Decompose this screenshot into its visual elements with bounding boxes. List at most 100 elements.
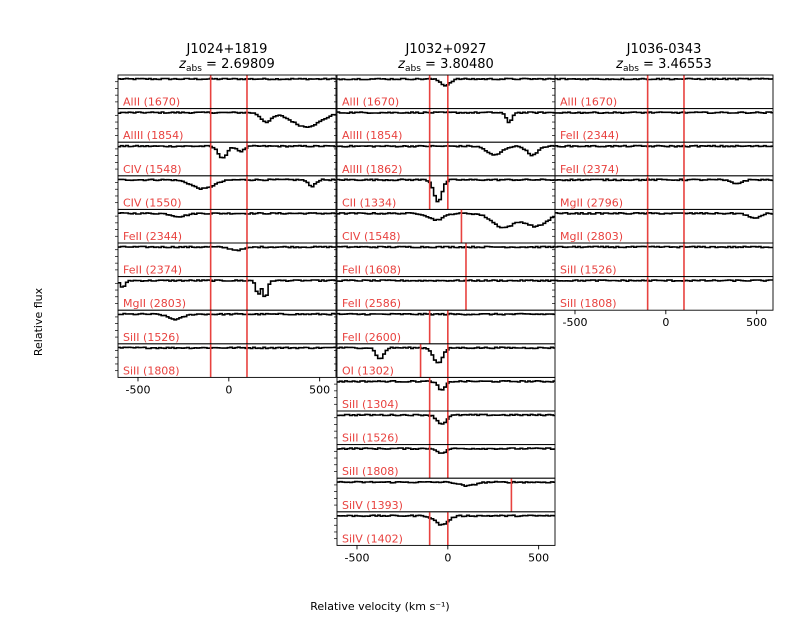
ion-label: SiII (1808) bbox=[123, 364, 180, 377]
spectrum-panel: AlII (1670) bbox=[115, 74, 337, 110]
chart-title: J1036-0343 bbox=[626, 42, 702, 57]
x-tick-label: -500 bbox=[344, 551, 369, 564]
x-tick-label: 500 bbox=[309, 383, 330, 396]
spectrum-line bbox=[337, 245, 555, 249]
spectrum-line bbox=[337, 77, 555, 87]
spectrum-line bbox=[118, 312, 336, 321]
ion-label: SiII (1526) bbox=[342, 432, 399, 445]
spectrum-panel: AlII (1670) bbox=[334, 74, 556, 110]
spectrum-panel: SiII (1808) bbox=[115, 343, 337, 378]
ion-label: AlIII (1862) bbox=[342, 163, 402, 176]
x-tick-label: -500 bbox=[562, 316, 587, 329]
spectrum-panel: CIV (1548) bbox=[334, 208, 556, 244]
spectrum-line bbox=[555, 144, 773, 148]
chart-title: J1032+0927 bbox=[405, 42, 487, 57]
spectrum-line bbox=[118, 144, 336, 159]
spectrum-line bbox=[337, 212, 555, 229]
spectrum-line bbox=[555, 212, 773, 219]
x-tick-label: 0 bbox=[444, 551, 451, 564]
spectrum-panel: CIV (1550) bbox=[115, 175, 337, 210]
chart-subtitle: zabs = 2.69809 bbox=[178, 57, 275, 74]
ion-label: SiIV (1402) bbox=[342, 532, 403, 545]
spectrum-line bbox=[118, 178, 336, 190]
x-tick-label: 0 bbox=[662, 316, 669, 329]
spectrum-panel: MgII (2803) bbox=[115, 276, 337, 311]
ion-label: SiIV (1393) bbox=[342, 499, 403, 512]
spectrum-line bbox=[337, 346, 555, 364]
spectrum-panel: AlII (1670) bbox=[552, 74, 774, 110]
spectrum-panel: SiIV (1402) bbox=[334, 511, 556, 546]
spectrum-line bbox=[337, 111, 555, 124]
ion-label: AlIII (1854) bbox=[123, 129, 183, 142]
spectrum-panel: FeII (2344) bbox=[552, 108, 774, 143]
spectrum-panel: FeII (2374) bbox=[115, 242, 337, 278]
spectrum-line bbox=[337, 380, 555, 391]
spectrum-line bbox=[555, 111, 773, 114]
ion-label: SiII (1808) bbox=[560, 297, 617, 310]
spectrum-line bbox=[118, 245, 336, 252]
x-tick-label: 500 bbox=[528, 551, 549, 564]
ion-label: CII (1334) bbox=[342, 196, 396, 209]
spectrum-panel: AlIII (1862) bbox=[334, 141, 556, 177]
spectrum-line bbox=[555, 178, 773, 185]
spectrum-panel: FeII (2586) bbox=[334, 276, 556, 311]
spectrum-panel: FeII (2344) bbox=[115, 208, 337, 244]
ion-label: SiII (1526) bbox=[560, 264, 617, 277]
ion-label: FeII (2344) bbox=[123, 230, 182, 243]
x-tick-label: 500 bbox=[746, 316, 767, 329]
spectrum-panel: SiII (1808) bbox=[334, 444, 556, 479]
spectrum-panel: AlIII (1854) bbox=[334, 108, 556, 143]
panel-frame bbox=[554, 276, 774, 311]
panel-frame bbox=[336, 511, 556, 546]
spectrum-panel: FeII (1608) bbox=[334, 242, 556, 278]
panel-frame bbox=[117, 343, 337, 378]
ion-label: FeII (2586) bbox=[342, 297, 401, 310]
chart-subtitle: zabs = 3.80480 bbox=[397, 57, 494, 74]
spectrum-line bbox=[337, 312, 555, 316]
spectrum-line bbox=[118, 346, 336, 350]
ion-label: AlIII (1854) bbox=[342, 129, 402, 142]
spectrum-panel: SiII (1808) bbox=[552, 276, 774, 311]
spectrum-line bbox=[337, 279, 555, 282]
ion-label: FeII (2374) bbox=[123, 264, 182, 277]
y-axis-label: Relative flux bbox=[32, 287, 45, 356]
spectrum-line bbox=[337, 480, 555, 487]
spectrum-line bbox=[337, 514, 555, 526]
ion-label: SiII (1304) bbox=[342, 398, 399, 411]
spectrum-panel: SiIV (1393) bbox=[334, 477, 556, 513]
spectrum-panel: CII (1334) bbox=[334, 175, 556, 210]
ion-label: CIV (1548) bbox=[123, 163, 182, 176]
ion-label: FeII (2344) bbox=[560, 129, 619, 142]
spectrum-line bbox=[337, 413, 555, 425]
spectrum-panel: MgII (2796) bbox=[552, 175, 774, 210]
x-axis-label: Relative velocity (km s⁻¹) bbox=[310, 600, 449, 613]
spectrum-panel: CIV (1548) bbox=[115, 141, 337, 177]
spectrum-panel: SiII (1526) bbox=[552, 242, 774, 278]
spectrum-panel: OI (1302) bbox=[334, 343, 556, 378]
spectrum-line bbox=[555, 77, 773, 81]
ion-label: AlII (1670) bbox=[560, 96, 617, 109]
ion-label: MgII (2803) bbox=[560, 230, 623, 243]
spectrum-line bbox=[337, 144, 555, 157]
spectrum-line bbox=[337, 178, 555, 203]
ion-label: CIV (1548) bbox=[342, 230, 401, 243]
spectrum-line bbox=[118, 212, 336, 218]
spectrum-line bbox=[555, 245, 773, 249]
ion-label: MgII (2796) bbox=[560, 196, 623, 209]
ion-label: CIV (1550) bbox=[123, 196, 182, 209]
spectrum-panel: FeII (2374) bbox=[552, 141, 774, 177]
spectrum-panel: SiII (1526) bbox=[115, 309, 337, 345]
ion-label: MgII (2803) bbox=[123, 297, 186, 310]
ion-label: SiII (1526) bbox=[123, 331, 180, 344]
x-tick-label: 0 bbox=[225, 383, 232, 396]
ion-label: SiII (1808) bbox=[342, 465, 399, 478]
ion-label: FeII (1608) bbox=[342, 264, 401, 277]
chart-title: J1024+1819 bbox=[186, 42, 268, 57]
spectrum-line bbox=[337, 447, 555, 454]
spectrum-panel: AlIII (1854) bbox=[115, 108, 337, 143]
ion-label: FeII (2374) bbox=[560, 163, 619, 176]
